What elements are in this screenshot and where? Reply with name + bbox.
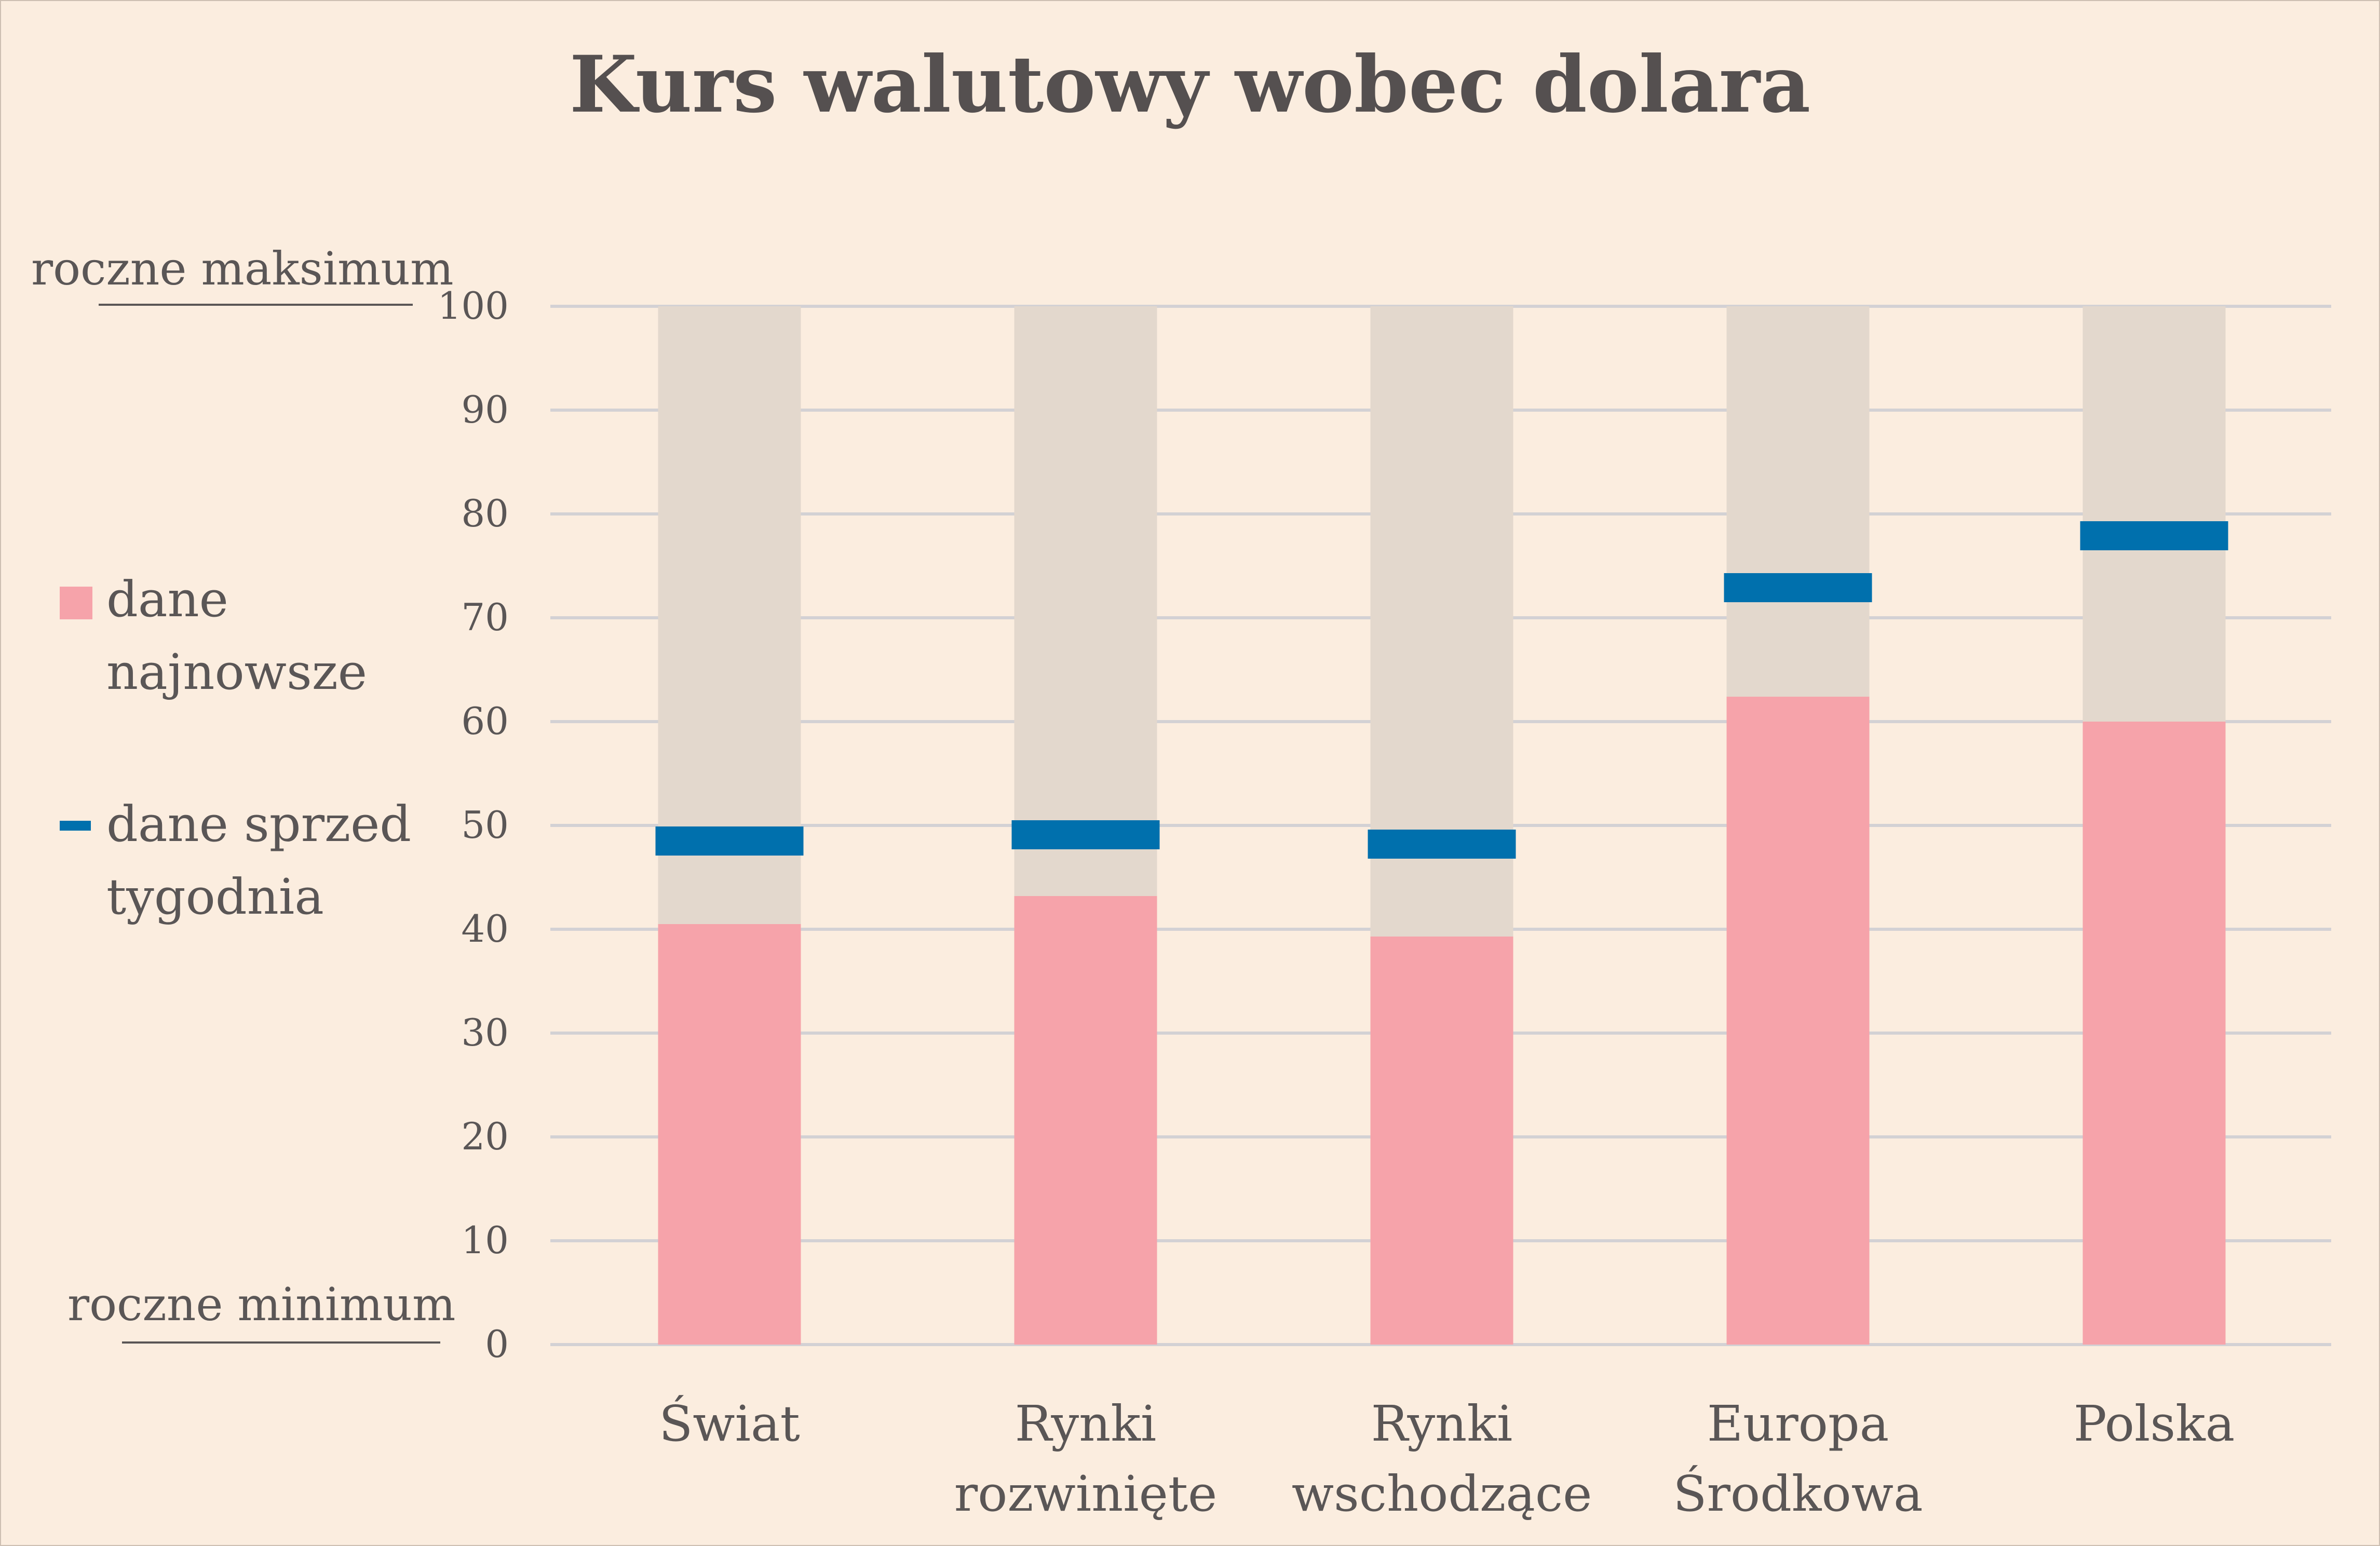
legend-label-latest: najnowsze <box>106 644 367 701</box>
legend-swatch-latest <box>60 587 92 619</box>
y-tick-label: 50 <box>461 803 509 847</box>
bar-latest <box>2082 722 2226 1345</box>
y-tick-label: 70 <box>461 595 509 639</box>
bar-latest <box>1726 697 1870 1345</box>
y-tick-label: 30 <box>461 1011 509 1054</box>
axis-max-label: roczne maksimum <box>31 242 454 295</box>
x-category-label: wschodzące <box>1292 1466 1592 1523</box>
x-category-label: Środkowa <box>1673 1464 1923 1523</box>
bar-latest <box>1014 896 1157 1345</box>
x-category-label: Świat <box>659 1394 800 1453</box>
marker-previous <box>655 826 804 856</box>
y-tick-label: 60 <box>461 699 509 743</box>
x-category-label: Rynki <box>1015 1395 1157 1453</box>
axis-min-label: roczne minimum <box>67 1278 455 1331</box>
legend-label-latest: dane <box>106 571 228 628</box>
x-category-label: Polska <box>2074 1395 2235 1453</box>
chart-title: Kurs walutowy wobec dolara <box>570 39 1810 130</box>
x-category-label: rozwinięte <box>954 1466 1218 1523</box>
marker-previous <box>2080 521 2228 550</box>
marker-previous <box>1368 830 1516 859</box>
y-tick-label: 90 <box>461 388 509 431</box>
y-tick-label: 10 <box>461 1218 509 1262</box>
y-tick-label: 0 <box>485 1322 509 1366</box>
y-tick-label: 80 <box>461 492 509 535</box>
legend-label-previous: dane sprzed <box>106 796 411 853</box>
x-category-label: Europa <box>1707 1395 1889 1453</box>
legend-swatch-previous <box>60 821 91 831</box>
y-tick-label: 40 <box>461 907 509 951</box>
bar-latest <box>658 924 801 1345</box>
bar-latest <box>1370 937 1513 1345</box>
y-tick-label: 20 <box>461 1115 509 1158</box>
marker-previous <box>1011 820 1160 849</box>
x-category-label: Rynki <box>1371 1395 1513 1453</box>
legend-label-previous: tygodnia <box>106 869 324 926</box>
marker-previous <box>1724 573 1872 602</box>
y-tick-label: 100 <box>438 284 509 328</box>
